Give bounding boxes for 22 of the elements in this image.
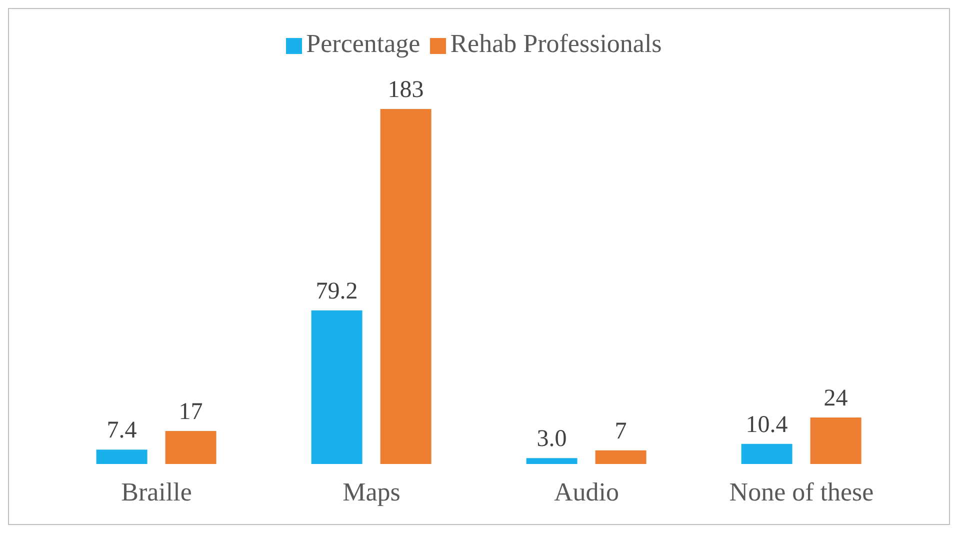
bar <box>311 310 362 464</box>
bar <box>595 450 646 464</box>
x-tick-label: Braille <box>121 477 192 506</box>
bar <box>526 458 578 464</box>
data-label: 7 <box>614 418 627 444</box>
bar <box>380 109 432 464</box>
x-tick-label: Maps <box>342 477 400 506</box>
data-label: 3.0 <box>536 426 567 452</box>
legend-label: Percentage <box>306 29 420 58</box>
bar <box>741 444 792 464</box>
x-tick-label: Audio <box>554 477 619 506</box>
data-label: 7.4 <box>106 418 137 444</box>
x-tick-label: None of these <box>729 477 874 506</box>
bar <box>96 450 148 464</box>
bar <box>810 417 862 464</box>
data-label: 17 <box>178 399 203 426</box>
data-label: 24 <box>824 385 848 412</box>
data-label: 79.2 <box>316 278 358 304</box>
data-label: 183 <box>388 77 424 103</box>
bar <box>165 431 216 464</box>
legend-label: Rehab Professionals <box>450 29 662 58</box>
data-label: 10.4 <box>746 412 788 438</box>
